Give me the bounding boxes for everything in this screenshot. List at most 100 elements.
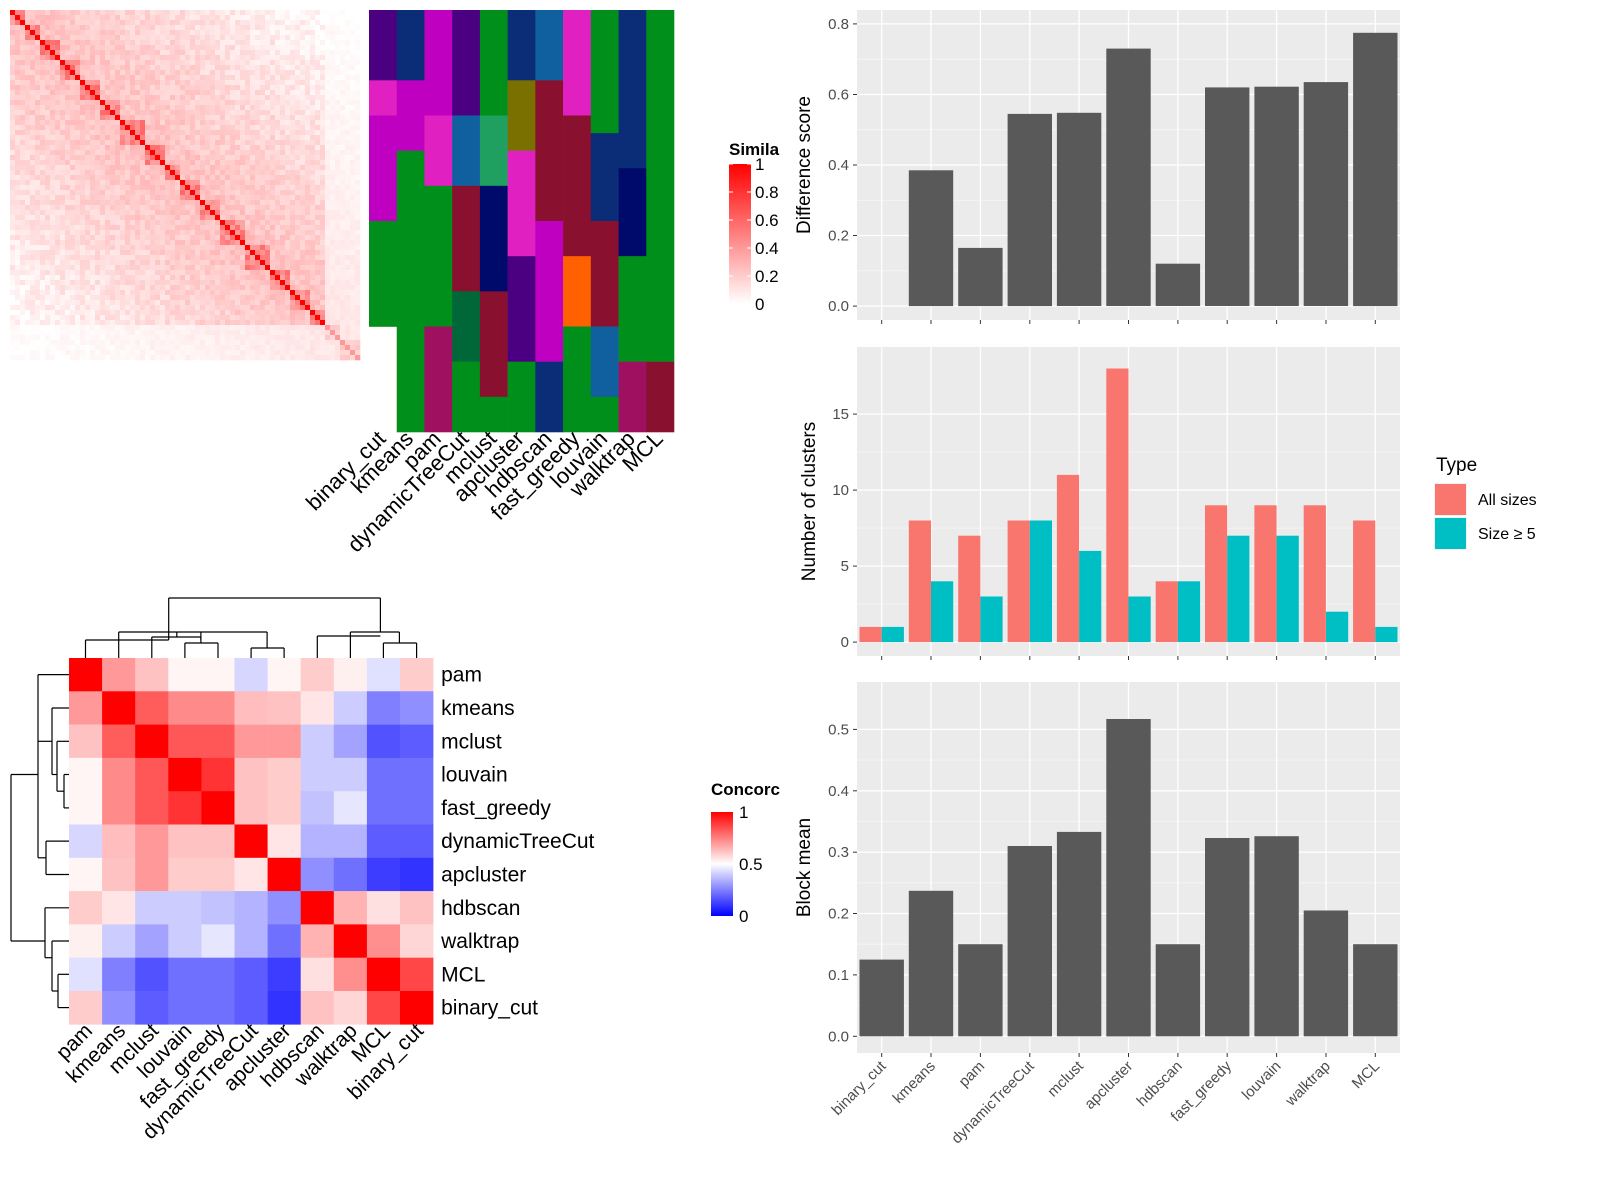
- similarity-cell: [145, 85, 151, 91]
- similarity-cell: [45, 60, 51, 66]
- similarity-cell: [150, 130, 156, 136]
- similarity-cell: [255, 335, 261, 341]
- similarity-cell: [260, 300, 266, 306]
- similarity-cell: [245, 155, 251, 161]
- similarity-cell: [180, 305, 186, 311]
- similarity-cell: [260, 305, 266, 311]
- similarity-cell: [200, 255, 206, 261]
- membership-cell: [479, 396, 508, 433]
- similarity-cell: [270, 340, 276, 346]
- similarity-cell: [300, 45, 306, 51]
- similarity-cell: [110, 305, 116, 311]
- similarity-cell: [350, 10, 356, 16]
- similarity-cell: [240, 245, 246, 251]
- membership-cell: [424, 185, 453, 327]
- similarity-cell: [45, 345, 51, 351]
- similarity-cell: [150, 265, 156, 271]
- similarity-cell: [160, 85, 166, 91]
- similarity-cell: [155, 75, 161, 81]
- similarity-cell: [180, 30, 186, 36]
- similarity-cell: [225, 265, 231, 271]
- similarity-cell: [295, 265, 301, 271]
- similarity-cell: [335, 115, 341, 121]
- similarity-cell: [225, 70, 231, 76]
- similarity-cell: [180, 55, 186, 61]
- similarity-cell: [325, 255, 331, 261]
- similarity-cell: [265, 300, 271, 306]
- similarity-cell: [230, 240, 236, 246]
- similarity-cell: [305, 150, 311, 156]
- similarity-cell: [280, 200, 286, 206]
- similarity-cell: [105, 275, 111, 281]
- similarity-cell: [295, 350, 301, 356]
- similarity-cell: [85, 130, 91, 136]
- similarity-cell: [25, 55, 31, 61]
- similarity-cell: [155, 95, 161, 101]
- similarity-cell: [225, 165, 231, 171]
- similarity-cell: [245, 285, 251, 291]
- similarity-cell: [20, 55, 26, 61]
- similarity-cell: [335, 275, 341, 281]
- similarity-cell: [200, 15, 206, 21]
- similarity-cell: [275, 155, 281, 161]
- similarity-cell: [280, 320, 286, 326]
- similarity-cell: [120, 330, 126, 336]
- similarity-cell: [175, 230, 181, 236]
- similarity-cell: [240, 50, 246, 56]
- similarity-cell: [85, 180, 91, 186]
- similarity-cell: [320, 270, 326, 276]
- similarity-cell: [330, 305, 336, 311]
- similarity-cell: [130, 90, 136, 96]
- similarity-cell: [190, 300, 196, 306]
- similarity-cell: [25, 95, 31, 101]
- similarity-cell: [305, 255, 311, 261]
- similarity-cell: [100, 255, 106, 261]
- similarity-cell: [200, 325, 206, 331]
- similarity-cell: [55, 205, 61, 211]
- similarity-cell: [335, 345, 341, 351]
- similarity-cell: [200, 170, 206, 176]
- similarity-cell: [75, 140, 81, 146]
- similarity-cell: [75, 155, 81, 161]
- similarity-cell: [60, 295, 66, 301]
- membership-cell: [424, 326, 453, 433]
- similarity-cell: [345, 180, 351, 186]
- similarity-cell: [90, 340, 96, 346]
- similarity-cell: [145, 315, 151, 321]
- concordance-cell: [333, 658, 368, 692]
- similarity-cell: [150, 200, 156, 206]
- similarity-cell: [130, 200, 136, 206]
- similarity-cell: [265, 305, 271, 311]
- concordance-cell: [201, 658, 235, 692]
- similarity-cell: [150, 325, 156, 331]
- similarity-cell: [30, 95, 36, 101]
- similarity-cell: [100, 180, 106, 186]
- membership-cell: [479, 291, 508, 398]
- similarity-cell: [25, 280, 31, 286]
- similarity-cell: [345, 90, 351, 96]
- similarity-cell: [60, 275, 66, 281]
- similarity-cell: [75, 355, 81, 361]
- similarity-cell: [75, 260, 81, 266]
- similarity-cell: [15, 75, 21, 81]
- similarity-cell: [205, 60, 211, 66]
- similarity-cell: [100, 145, 106, 151]
- similarity-cell: [240, 355, 246, 361]
- similarity-cell: [345, 225, 351, 231]
- similarity-cell: [10, 295, 16, 301]
- similarity-cell: [25, 205, 31, 211]
- similarity-cell: [345, 160, 351, 166]
- similarity-cell: [45, 125, 51, 131]
- similarity-cell: [215, 100, 221, 106]
- similarity-cell: [130, 335, 136, 341]
- similarity-cell: [240, 315, 246, 321]
- similarity-cell: [160, 285, 166, 291]
- similarity-cell: [260, 160, 266, 166]
- similarity-cell: [210, 325, 216, 331]
- similarity-cell: [190, 130, 196, 136]
- similarity-cell: [30, 225, 36, 231]
- similarity-cell: [25, 220, 31, 226]
- similarity-cell: [315, 350, 321, 356]
- similarity-cell: [315, 180, 321, 186]
- similarity-cell: [315, 55, 321, 61]
